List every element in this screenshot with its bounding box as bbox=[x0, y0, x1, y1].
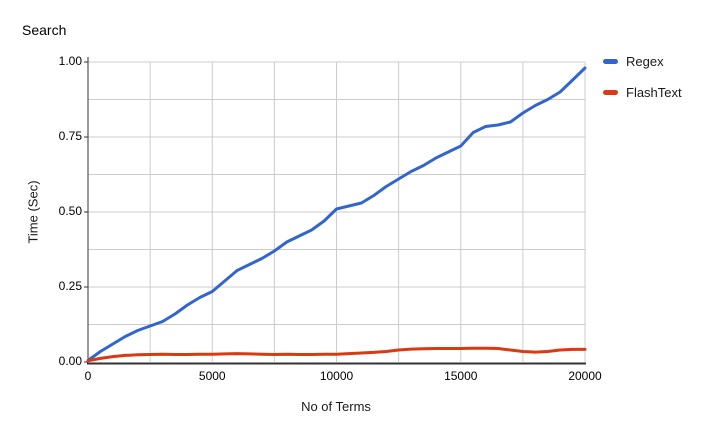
x-axis-title: No of Terms bbox=[301, 399, 371, 414]
chart-title: Search bbox=[22, 22, 67, 38]
legend-label-flashtext: FlashText bbox=[626, 85, 682, 100]
legend-item-regex: Regex bbox=[603, 54, 682, 69]
y-tick-label: 0.50 bbox=[58, 204, 82, 218]
x-tick-label: 0 bbox=[84, 369, 92, 383]
x-tick-label: 5000 bbox=[198, 369, 226, 383]
y-tick-label: 1.00 bbox=[58, 54, 82, 68]
y-tick-label: 0.75 bbox=[58, 129, 82, 143]
y-tick-label: 0.00 bbox=[58, 354, 82, 368]
legend-label-regex: Regex bbox=[626, 54, 664, 69]
series-line-regex bbox=[86, 66, 587, 362]
legend-swatch-regex bbox=[603, 59, 618, 64]
legend: Regex FlashText bbox=[603, 54, 682, 100]
y-tick-label: 0.25 bbox=[58, 279, 82, 293]
legend-item-flashtext: FlashText bbox=[603, 85, 682, 100]
series-line-flashtext bbox=[86, 346, 587, 363]
x-tick-label: 20000 bbox=[568, 369, 602, 383]
legend-swatch-flashtext bbox=[603, 90, 618, 95]
x-tick-label: 15000 bbox=[444, 369, 478, 383]
x-tick-label: 10000 bbox=[319, 369, 354, 383]
